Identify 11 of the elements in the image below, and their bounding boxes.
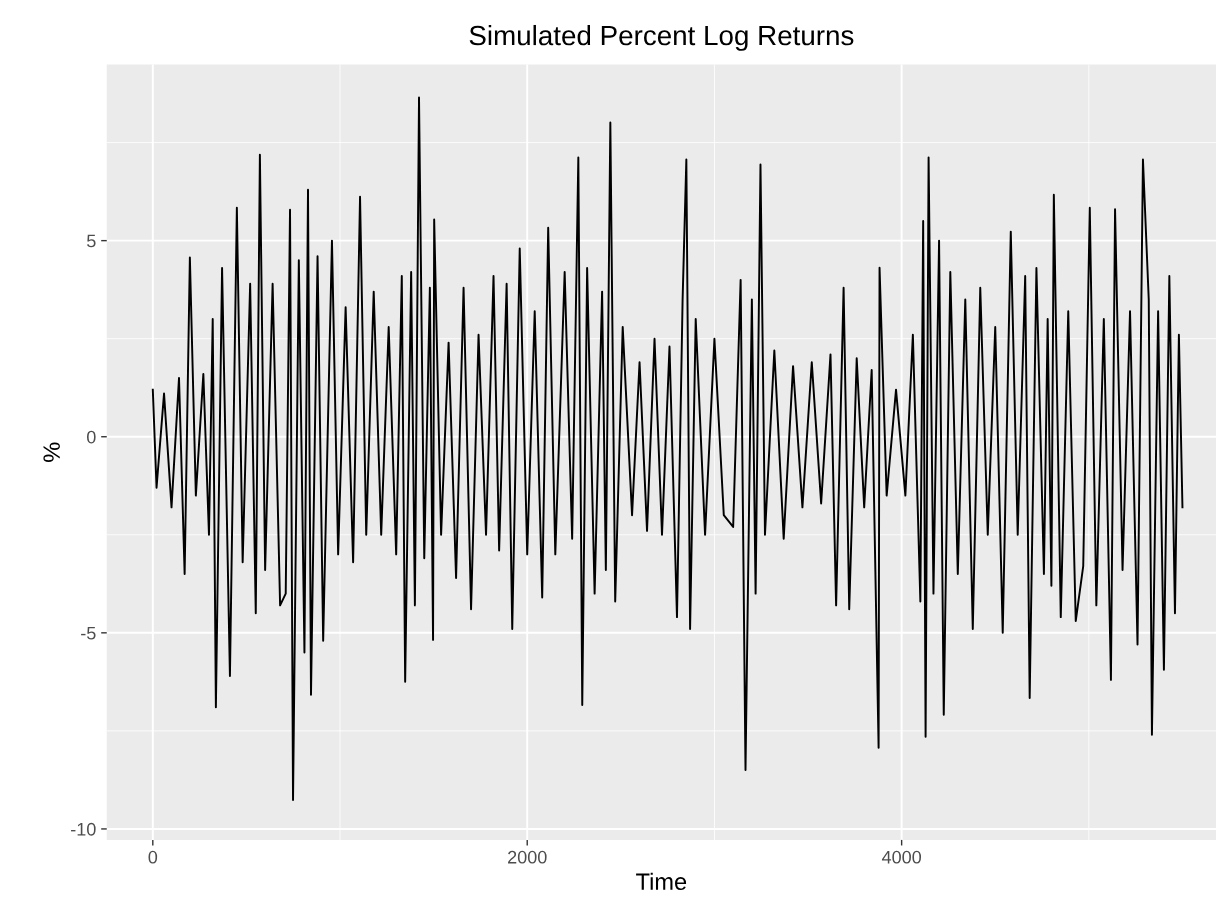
x-axis-title: Time (636, 872, 687, 891)
y-axis-title: % (43, 442, 60, 462)
x-tick-label: 4000 (881, 850, 922, 864)
x-tick-label: 0 (148, 850, 158, 864)
y-tick-label: 0 (87, 430, 96, 444)
y-tick-label: -10 (71, 822, 96, 836)
chart-title: Simulated Percent Log Returns (469, 24, 854, 51)
x-tick-label: 2000 (508, 850, 547, 864)
y-tick-label: 5 (87, 234, 96, 248)
y-tick-label: -5 (81, 626, 96, 640)
line-series (151, 96, 1184, 801)
